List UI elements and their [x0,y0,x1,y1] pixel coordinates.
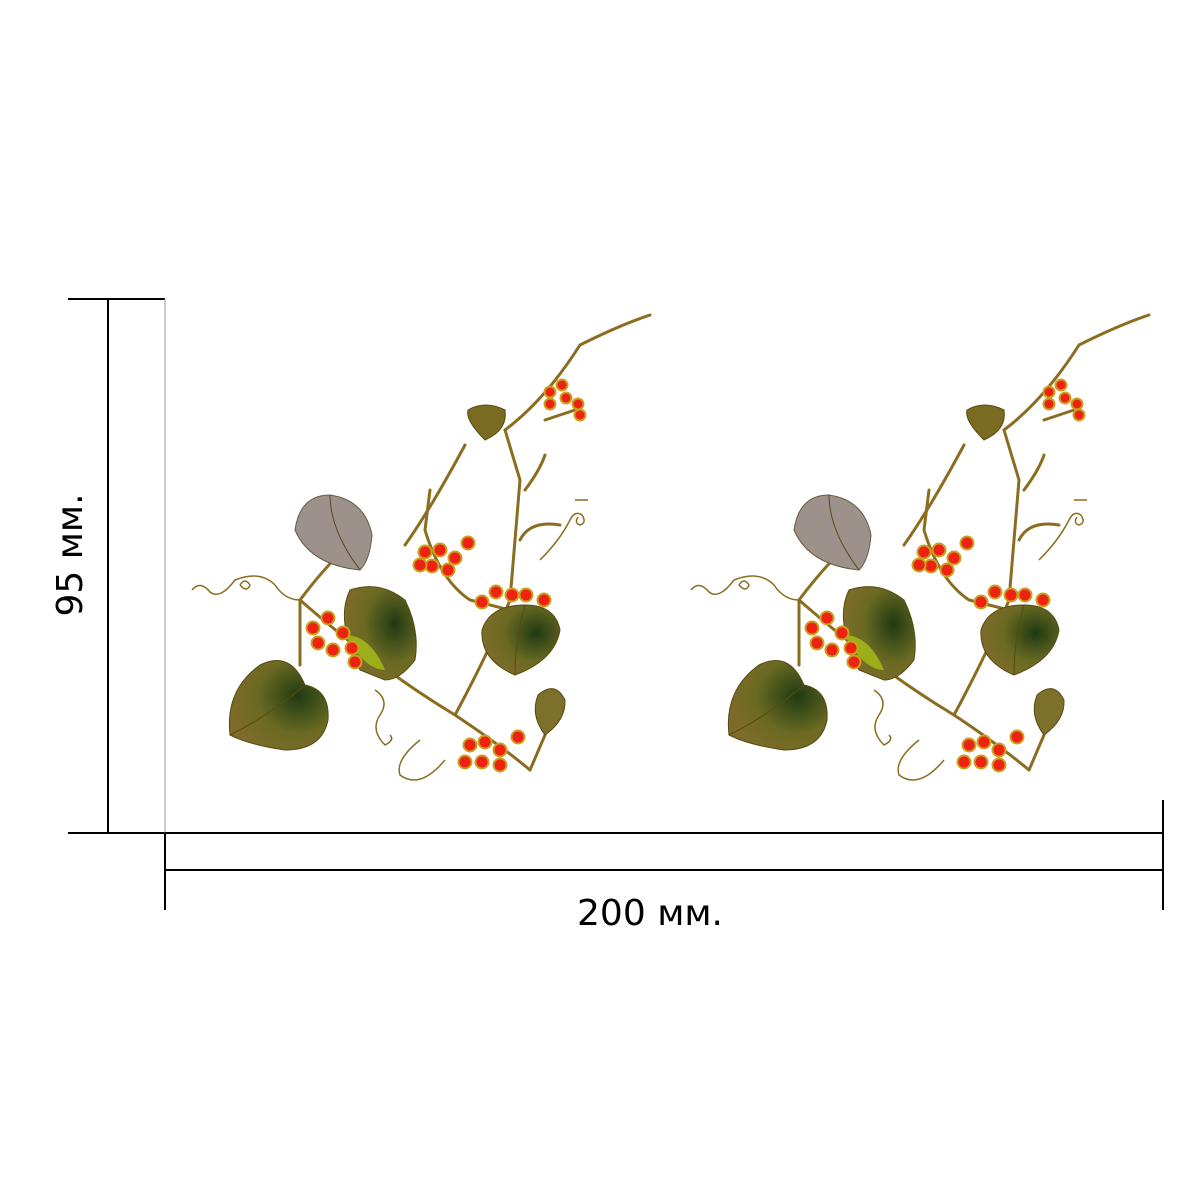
height-label: 95 мм. [50,493,91,616]
width-dimension [164,800,1164,910]
floral-pattern-left [190,313,652,782]
width-label: 200 мм. [577,893,723,934]
height-dimension [68,298,166,834]
floral-pattern-right [689,313,1151,782]
